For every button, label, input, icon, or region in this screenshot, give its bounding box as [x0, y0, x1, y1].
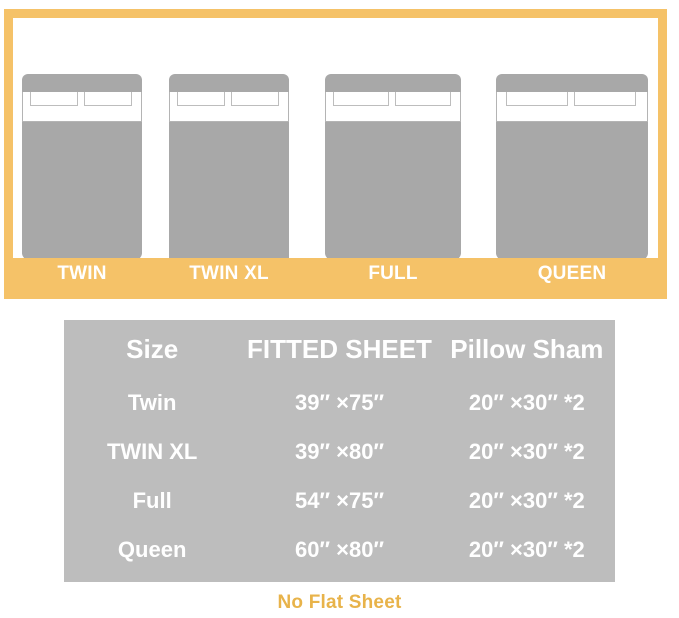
- bed-icon-twin: [22, 74, 142, 260]
- cell-pillow-sham: 20″ ×30″ *2: [468, 389, 585, 415]
- column-header-pillow-sham: Pillow Sham: [450, 333, 604, 364]
- bed-mattress: [22, 120, 142, 260]
- table-row: TWIN XL 39″ ×80″ 20″ ×30″ *2: [64, 427, 615, 476]
- bed-headboard: [169, 74, 289, 92]
- column-header-fitted-sheet: FITTED SHEET: [247, 333, 432, 364]
- size-label-twin-xl: TWIN XL: [189, 263, 269, 284]
- bed-illustration-panel: TWIN TWIN XL FULL QUEEN: [4, 9, 667, 299]
- cell-fitted-sheet: 60″ ×80″: [295, 536, 384, 562]
- cell-size: Full: [132, 487, 172, 513]
- bed-mattress: [169, 120, 289, 272]
- cell-size: TWIN XL: [106, 438, 198, 464]
- table-row: Full 54″ ×75″ 20″ ×30″ *2: [64, 476, 615, 525]
- size-label-full: FULL: [368, 263, 418, 284]
- column-header-size: Size: [126, 333, 179, 364]
- bed-headboard: [496, 74, 648, 92]
- table-row: Twin 39″ ×75″ 20″ ×30″ *2: [64, 378, 615, 427]
- cell-size: Twin: [127, 389, 177, 415]
- bed-mattress: [496, 120, 648, 260]
- no-flat-sheet-note: No Flat Sheet: [277, 592, 402, 613]
- size-label-strip: TWIN TWIN XL FULL QUEEN: [13, 258, 658, 290]
- cell-fitted-sheet: 39″ ×80″: [295, 438, 384, 464]
- specification-table: Size FITTED SHEET Pillow Sham Twin 39″ ×…: [64, 320, 615, 582]
- cell-pillow-sham: 20″ ×30″ *2: [468, 438, 585, 464]
- cell-fitted-sheet: 54″ ×75″: [295, 487, 384, 513]
- cell-fitted-sheet: 39″ ×75″: [295, 389, 384, 415]
- size-label-twin: TWIN: [57, 263, 107, 284]
- cell-size: Queen: [117, 536, 187, 562]
- table-header-row: Size FITTED SHEET Pillow Sham: [64, 320, 615, 378]
- bed-icon-full: [325, 74, 461, 260]
- bed-headboard: [325, 74, 461, 92]
- table-row: Queen 60″ ×80″ 20″ ×30″ *2: [64, 525, 615, 574]
- bed-illustrations-row: [13, 18, 658, 272]
- cell-pillow-sham: 20″ ×30″ *2: [468, 536, 585, 562]
- bed-icon-queen: [496, 74, 648, 260]
- bed-icon-twin-xl: [169, 74, 289, 272]
- cell-pillow-sham: 20″ ×30″ *2: [468, 487, 585, 513]
- bed-mattress: [325, 120, 461, 260]
- bed-headboard: [22, 74, 142, 92]
- size-label-queen: QUEEN: [537, 263, 607, 284]
